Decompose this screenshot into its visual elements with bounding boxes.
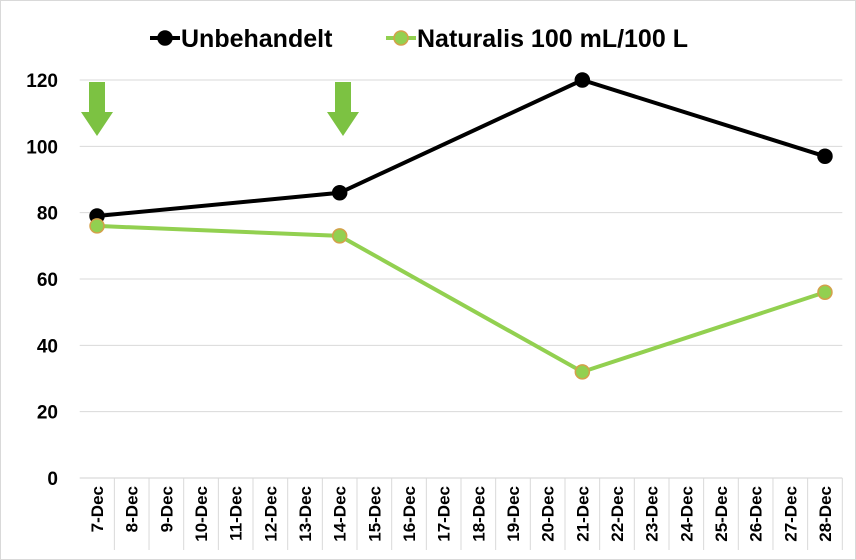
x-tick-label: 21-Dec <box>573 486 592 542</box>
x-tick-label: 8-Dec <box>123 486 142 532</box>
y-tick-label: 0 <box>47 469 58 490</box>
marker <box>574 364 591 380</box>
marker <box>817 284 833 301</box>
x-tick-label: 16-Dec <box>400 486 419 542</box>
x-tick-label: 13-Dec <box>296 486 315 542</box>
x-tick-label: 17-Dec <box>435 486 454 542</box>
y-tick-label: 120 <box>26 71 58 92</box>
legend-label: Naturalis 100 mL/100 L <box>417 25 688 53</box>
x-tick-label: 19-Dec <box>504 486 523 542</box>
application-arrows <box>81 82 359 136</box>
marker <box>331 228 348 244</box>
marker <box>331 185 348 201</box>
x-tick-label: 18-Dec <box>469 486 488 542</box>
arrow <box>327 82 359 136</box>
arrow <box>81 82 113 136</box>
x-tick-label: 11-Dec <box>227 486 246 541</box>
x-tick-label: 14-Dec <box>331 486 350 542</box>
marker <box>574 72 591 88</box>
y-tick-label: 40 <box>37 336 58 357</box>
legend-label: Unbehandelt <box>181 25 333 53</box>
x-tick-label: 10-Dec <box>192 486 211 542</box>
legend-item: Unbehandelt <box>150 25 333 53</box>
x-tick-label: 24-Dec <box>677 486 696 542</box>
marker <box>817 148 833 165</box>
x-tick-label: 7-Dec <box>88 486 107 532</box>
legend-marker <box>393 30 409 46</box>
x-tick-label: 28-Dec <box>816 486 835 542</box>
x-tick-label: 26-Dec <box>747 486 766 542</box>
y-tick-label: 20 <box>37 403 58 424</box>
x-tick-label: 15-Dec <box>365 486 384 542</box>
y-tick-label: 80 <box>37 204 58 225</box>
x-tick-label: 9-Dec <box>157 486 176 532</box>
x-tick-label: 22-Dec <box>608 486 627 542</box>
y-tick-label: 100 <box>26 137 58 158</box>
x-tick-label: 12-Dec <box>261 486 280 542</box>
x-tick-label: 23-Dec <box>643 486 662 542</box>
x-tick-label: 27-Dec <box>781 486 800 542</box>
y-tick-label: 60 <box>37 270 58 291</box>
series-line <box>96 223 826 375</box>
x-tick-label: 25-Dec <box>712 486 731 542</box>
x-tick-label: 20-Dec <box>539 486 558 542</box>
legend-item: Naturalis 100 mL/100 L <box>386 25 688 53</box>
series-line <box>96 77 826 218</box>
legend-marker <box>157 30 173 46</box>
marker <box>89 218 105 234</box>
